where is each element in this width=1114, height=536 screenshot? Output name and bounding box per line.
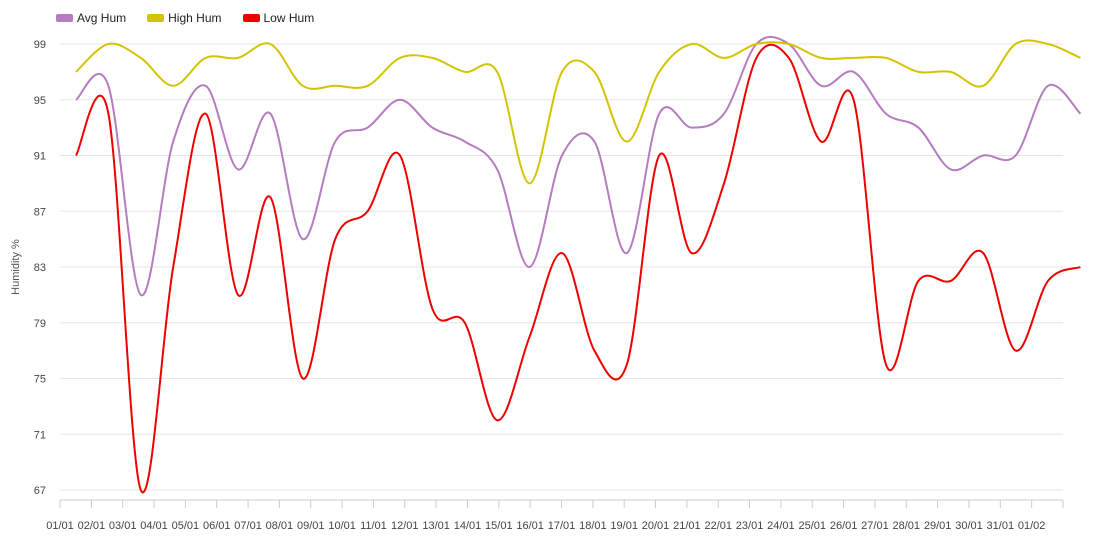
low-hum-line[interactable] [75,43,1081,494]
x-tick-label: 16/01 [516,520,544,532]
x-tick-label: 05/01 [172,520,200,532]
x-tick-label: 24/01 [767,520,795,532]
x-tick-label: 19/01 [610,520,638,532]
x-tick-label: 10/01 [328,520,356,532]
y-tick-label: 99 [34,39,46,51]
x-tick-label: 22/01 [704,520,732,532]
legend-swatch-low-hum [242,14,260,22]
chart-legend: Avg Hum High Hum Low Hum [56,11,314,25]
x-tick-label: 18/01 [579,520,607,532]
legend-item-avg-hum[interactable]: Avg Hum [56,11,126,25]
y-tick-label: 87 [34,206,46,218]
x-tick-labels: 01/01 02/01 03/01 04/01 05/01 06/01 07/01 08/01… [46,520,1045,532]
legend-swatch-high-hum [147,14,165,22]
y-tick-label: 67 [34,485,46,497]
series-lines [75,36,1082,494]
x-tick-label: 09/01 [297,520,325,532]
y-tick-label: 91 [34,151,46,163]
x-tick-label: 27/01 [861,520,889,532]
x-tick-label: 31/01 [987,520,1015,532]
legend-swatch-avg-hum [56,14,73,22]
x-tick-label: 11/01 [360,520,387,532]
legend-label-avg-hum: Avg Hum [77,11,127,25]
legend-item-high-hum[interactable]: High Hum [147,11,222,25]
high-hum-line[interactable] [75,39,1081,185]
x-tick-label: 12/01 [391,520,419,532]
x-tick-label: 23/01 [736,520,764,532]
x-tick-label: 20/01 [642,520,670,532]
x-tick-label: 01/01 [46,520,74,532]
x-tick-label: 07/01 [234,520,262,532]
y-tick-label: 71 [34,429,46,441]
y-tick-labels: 99 95 91 87 83 79 75 71 67 [34,39,46,497]
y-tick-label: 95 [34,95,46,107]
x-tick-label: 17/01 [548,520,576,532]
legend-label-low-hum: Low Hum [263,11,315,25]
x-tick-label: 25/01 [798,520,826,532]
y-tick-label: 83 [34,262,46,274]
avg-hum-line[interactable] [75,36,1082,296]
x-axis [59,499,1064,508]
x-tick-label: 13/01 [422,520,450,532]
y-tick-label: 79 [34,318,46,330]
x-tick-label: 15/01 [485,520,513,532]
y-tick-label: 75 [34,374,46,386]
grid-lines [60,43,1063,491]
y-axis-title: Humidity % [10,239,22,295]
x-tick-label: 30/01 [955,520,983,532]
x-tick-label: 03/01 [109,520,137,532]
x-tick-label: 01/02 [1018,520,1046,532]
x-tick-label: 21/01 [673,520,701,532]
x-tick-label: 28/01 [893,520,921,532]
x-tick-label: 04/01 [140,520,168,532]
x-tick-label: 02/01 [78,520,106,532]
legend-label-high-hum: High Hum [168,11,222,25]
x-tick-label: 06/01 [203,520,231,532]
x-tick-label: 14/01 [454,520,482,532]
x-tick-label: 26/01 [830,520,858,532]
x-tick-label: 08/01 [266,520,294,532]
legend-item-low-hum[interactable]: Low Hum [242,11,315,25]
x-tick-label: 29/01 [924,520,952,532]
